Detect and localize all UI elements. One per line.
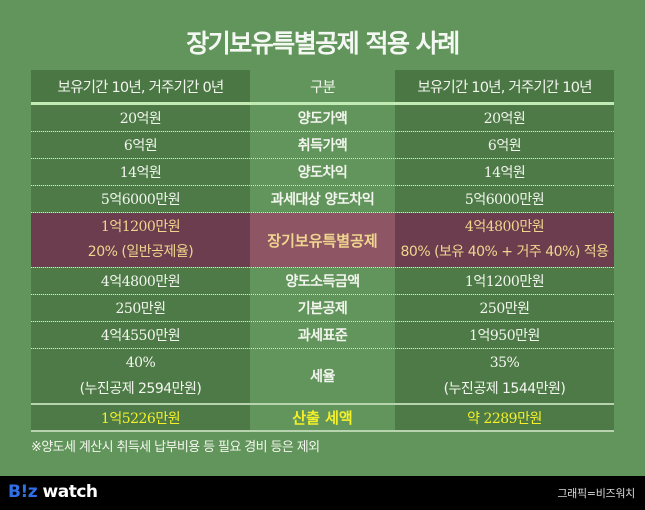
left-value: 20억원	[31, 105, 250, 131]
row-label: 산출 세액	[250, 405, 395, 430]
row-divider	[31, 321, 614, 322]
right-value: 14억원	[395, 159, 614, 185]
logo-watch: watch	[37, 482, 99, 502]
right-progressive-deduction: (누진공제 1544만원)	[443, 381, 566, 397]
table-row-tax-rate: 40% (누진공제 2594만원) 세율 35% (누진공제 1544만원)	[31, 349, 614, 403]
bizwatch-logo: B!z watch	[8, 482, 98, 502]
header-right: 보유기간 10년, 거주기간 10년	[395, 70, 614, 102]
graphic-credit: 그래픽=비즈워치	[557, 487, 635, 500]
row-divider	[31, 348, 614, 349]
row-label: 취득가액	[250, 132, 395, 158]
right-value: 1억950만원	[395, 322, 614, 348]
left-value: 1억5226만원	[31, 405, 250, 430]
left-value: 250만원	[31, 295, 250, 321]
left-progressive-deduction: (누진공제 2594만원)	[79, 381, 202, 397]
left-rate: 20% (일반공제율)	[87, 244, 194, 260]
table-row: 5억6000만원 과세대상 양도차익 5억6000만원	[31, 186, 614, 212]
right-value: 5억6000만원	[395, 186, 614, 212]
row-divider	[31, 131, 614, 132]
left-value: 5억6000만원	[31, 186, 250, 212]
left-rate: 40%	[125, 355, 156, 371]
chart-title: 장기보유특별공제 적용 사례	[186, 29, 460, 58]
table-row: 14억원 양도차익 14억원	[31, 159, 614, 185]
table-bottom-line	[31, 430, 614, 432]
row-divider	[31, 294, 614, 295]
right-value: 35% (누진공제 1544만원)	[395, 349, 614, 403]
left-value: 4억4550만원	[31, 322, 250, 348]
table-row: 6억원 취득가액 6억원	[31, 132, 614, 158]
right-value: 약 2289만원	[395, 405, 614, 430]
result-divider	[31, 403, 614, 405]
right-rate: 80% (보유 40% + 거주 40%) 적용	[400, 244, 610, 260]
row-divider	[31, 267, 614, 268]
table-row: 4억4800만원 양도소득금액 1억1200만원	[31, 268, 614, 294]
row-label: 과세대상 양도차익	[250, 186, 395, 212]
row-label: 양도차익	[250, 159, 395, 185]
left-value: 1억1200만원 20% (일반공제율)	[31, 213, 250, 267]
left-value: 40% (누진공제 2594만원)	[31, 349, 250, 403]
right-value: 1억1200만원	[395, 268, 614, 294]
row-label: 장기보유특별공제	[250, 213, 395, 267]
footer-bar: B!z watch 그래픽=비즈워치	[0, 476, 645, 510]
logo-biz: B!z	[8, 482, 38, 502]
right-value: 250만원	[395, 295, 614, 321]
row-label: 기본공제	[250, 295, 395, 321]
row-divider	[31, 158, 614, 159]
table-row-highlight: 1억1200만원 20% (일반공제율) 장기보유특별공제 4억4800만원 8…	[31, 213, 614, 267]
table-header-row: 보유기간 10년, 거주기간 0년 구분 보유기간 10년, 거주기간 10년	[31, 70, 614, 102]
left-value: 6억원	[31, 132, 250, 158]
header-middle: 구분	[250, 70, 395, 102]
right-amount: 4억4800만원	[464, 219, 545, 235]
right-value: 20억원	[395, 105, 614, 131]
left-value: 4억4800만원	[31, 268, 250, 294]
header-divider	[31, 102, 614, 105]
row-label: 세율	[250, 349, 395, 403]
table-row: 20억원 양도가액 20억원	[31, 105, 614, 131]
row-label: 양도소득금액	[250, 268, 395, 294]
right-value: 4억4800만원 80% (보유 40% + 거주 40%) 적용	[395, 213, 614, 267]
left-value: 14억원	[31, 159, 250, 185]
left-amount: 1억1200만원	[100, 219, 181, 235]
right-rate: 35%	[489, 355, 520, 371]
row-divider	[31, 185, 614, 186]
table-row-result: 1억5226만원 산출 세액 약 2289만원	[31, 405, 614, 430]
right-value: 6억원	[395, 132, 614, 158]
row-label: 양도가액	[250, 105, 395, 131]
row-divider	[31, 212, 614, 213]
table-row: 250만원 기본공제 250만원	[31, 295, 614, 321]
footnote: ※양도세 계산시 취득세 납부비용 등 필요 경비 등은 제외	[31, 440, 320, 455]
comparison-table: 보유기간 10년, 거주기간 0년 구분 보유기간 10년, 거주기간 10년 …	[31, 70, 614, 432]
row-label: 과세표준	[250, 322, 395, 348]
header-left: 보유기간 10년, 거주기간 0년	[31, 70, 250, 102]
table-row: 4억4550만원 과세표준 1억950만원	[31, 322, 614, 348]
